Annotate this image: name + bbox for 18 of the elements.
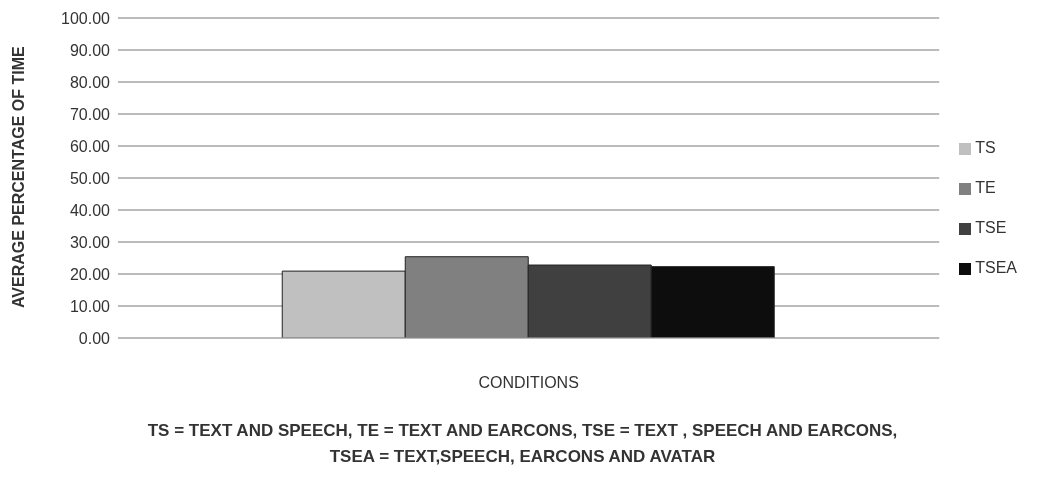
y-tick-label: 80.00: [69, 73, 111, 91]
y-tick-label: 70.00: [69, 105, 111, 123]
legend-label: TS: [975, 139, 996, 156]
y-axis-title: AVERAGE PERCENTAGE OF TIME: [9, 46, 27, 308]
text: TS = TEXT AND SPEECH, TE = TEXT AND EARCONS, TSE = TEXT , SPEECH AND EARCONS, TSEA = TEXT,SPEECH, EARCONS AND AVATAR: [146, 420, 899, 468]
y-tick-label: 100.00: [61, 9, 111, 27]
y-tick-label: 90.00: [69, 41, 111, 59]
legend-label: TSE: [975, 219, 1007, 236]
y-tick-label: 20.00: [69, 265, 111, 283]
legend-label: TSEA: [975, 259, 1017, 276]
y-tick-label: 50.00: [69, 169, 111, 187]
y-tick-label: 40.00: [69, 201, 111, 219]
y-tick-label: 60.00: [69, 137, 111, 155]
y-tick-label: 30.00: [69, 233, 111, 251]
x-axis-title: CONDITIONS: [478, 374, 579, 391]
y-tick-label: 10.00: [69, 297, 111, 315]
legend-label: TE: [975, 179, 996, 196]
y-tick-label: 0.00: [78, 329, 111, 347]
